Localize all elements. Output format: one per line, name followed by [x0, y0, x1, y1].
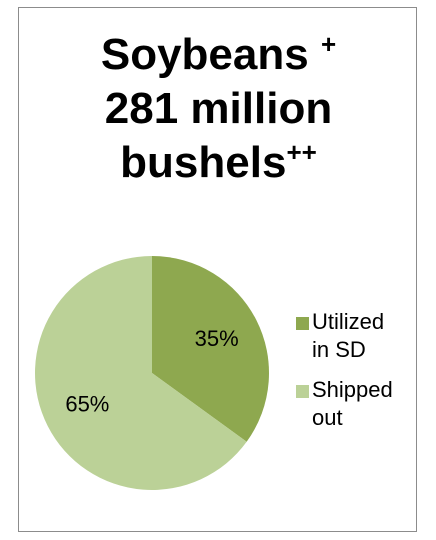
- title-unit-superscript: ++: [286, 137, 317, 167]
- title-line-1: Soybeans +: [19, 28, 418, 82]
- legend-item-utilized: Utilized in SD: [296, 308, 416, 364]
- pie-label-shipped: 65%: [65, 392, 109, 417]
- pie-labels: 35% 65%: [65, 326, 238, 417]
- chart-frame: Soybeans + 281 million bushels++ 35% 65% …: [18, 7, 417, 532]
- legend-label-utilized-line-1: Utilized: [312, 309, 385, 334]
- legend-item-shipped: Shipped out: [296, 376, 416, 432]
- pie-chart: 35% 65%: [34, 256, 269, 491]
- title-main: Soybeans: [100, 30, 309, 79]
- chart-title: Soybeans + 281 million bushels++: [19, 28, 418, 190]
- pie-slices: [34, 256, 269, 491]
- title-unit: bushels: [120, 138, 287, 187]
- pie-slice-shipped: [34, 256, 247, 491]
- title-line-3: bushels++: [19, 136, 418, 190]
- legend-swatch-utilized: [296, 317, 309, 330]
- legend: Utilized in SD Shipped out: [296, 308, 416, 444]
- pie-label-utilized: 35%: [195, 326, 239, 351]
- legend-label-shipped-line-2: out: [312, 405, 343, 430]
- title-line-2: 281 million: [104, 84, 333, 133]
- pie-slice-utilized: [152, 256, 269, 442]
- legend-swatch-shipped: [296, 385, 309, 398]
- legend-label-shipped-line-1: Shipped: [312, 377, 393, 402]
- title-main-superscript: +: [320, 29, 337, 59]
- legend-label-utilized-line-2: in SD: [312, 337, 366, 362]
